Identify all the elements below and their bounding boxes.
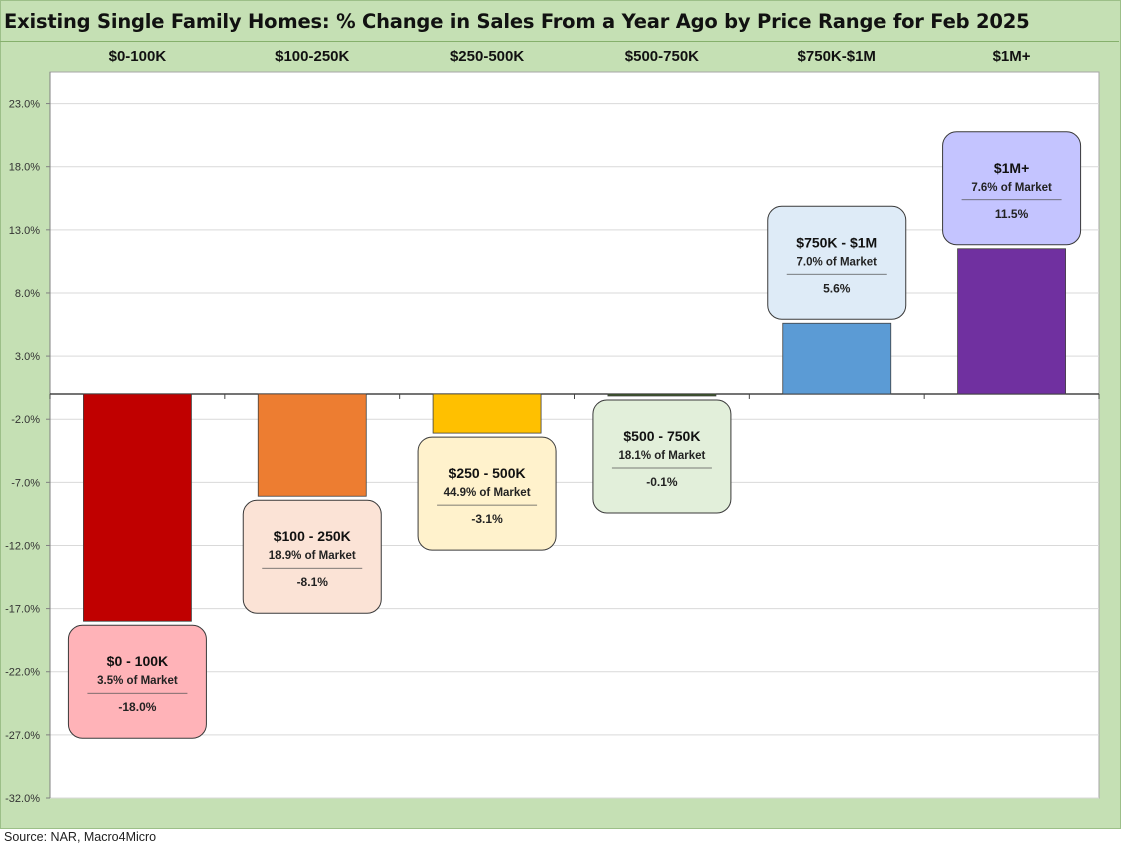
title-divider xyxy=(0,41,1119,42)
annotation-title: $500 - 750K xyxy=(623,428,700,444)
category-header: $100-250K xyxy=(275,48,350,65)
bar xyxy=(607,393,717,397)
category-header: $750K-$1M xyxy=(797,48,876,65)
annotation-value: 11.5% xyxy=(995,207,1029,221)
y-tick-label: -17.0% xyxy=(5,604,40,616)
category-header: $250-500K xyxy=(449,48,525,65)
annotation-title: $250 - 500K xyxy=(449,465,526,481)
annotation-value: -8.1% xyxy=(297,575,329,589)
chart-title: Existing Single Family Homes: % Change i… xyxy=(4,10,1030,33)
annotation-title: $100 - 250K xyxy=(274,528,351,544)
y-tick-label: -7.0% xyxy=(11,477,40,489)
y-tick-label: -27.0% xyxy=(5,730,40,742)
annotation-share: 7.0% of Market xyxy=(796,256,877,268)
category-header: $0-100K xyxy=(108,48,167,65)
category-header: $500-750K xyxy=(624,48,700,65)
annotation-box xyxy=(767,205,907,320)
y-tick-label: 8.0% xyxy=(15,288,40,300)
annotation-box xyxy=(242,499,382,614)
annotation-title: $1M+ xyxy=(994,160,1029,176)
annotation-title: $0 - 100K xyxy=(107,653,168,669)
y-tick-label: -22.0% xyxy=(5,667,40,679)
annotation-share: 3.5% of Market xyxy=(97,675,178,687)
annotation-box xyxy=(417,436,557,551)
annotation-value: -18.0% xyxy=(118,700,156,714)
bar xyxy=(432,393,542,434)
y-tick-label: -2.0% xyxy=(11,414,40,426)
y-tick-label: -32.0% xyxy=(5,793,40,805)
bar-chart: 23.0% 18.0% 13.0% 8.0% 3.0% -2.0% -7.0% -12.0% -… xyxy=(5,71,1100,805)
category-header: $1M+ xyxy=(992,48,1031,65)
annotation-box xyxy=(592,399,732,514)
bar xyxy=(957,248,1066,395)
bar xyxy=(782,322,892,395)
y-tick-label: 13.0% xyxy=(9,225,40,237)
y-tick-label: 3.0% xyxy=(15,351,40,363)
annotation-share: 18.1% of Market xyxy=(618,450,705,462)
annotation-value: 5.6% xyxy=(823,281,851,295)
source-note: Source: NAR, Macro4Micro xyxy=(4,830,157,844)
bar xyxy=(257,393,367,497)
annotation-value: -0.1% xyxy=(646,475,678,489)
y-tick-label: 23.0% xyxy=(9,99,40,111)
annotation-value: -3.1% xyxy=(471,512,503,526)
annotation-share: 44.9% of Market xyxy=(444,487,531,499)
annotation-title: $750K - $1M xyxy=(796,234,877,250)
y-tick-label: -12.0% xyxy=(5,540,40,552)
annotation-share: 18.9% of Market xyxy=(269,550,356,562)
annotation-box xyxy=(942,131,1082,246)
annotation-box xyxy=(67,624,207,739)
y-tick-label: 18.0% xyxy=(9,162,40,174)
bar xyxy=(83,393,192,622)
plot-area xyxy=(49,71,1100,799)
annotation-share: 7.6% of Market xyxy=(971,182,1052,194)
